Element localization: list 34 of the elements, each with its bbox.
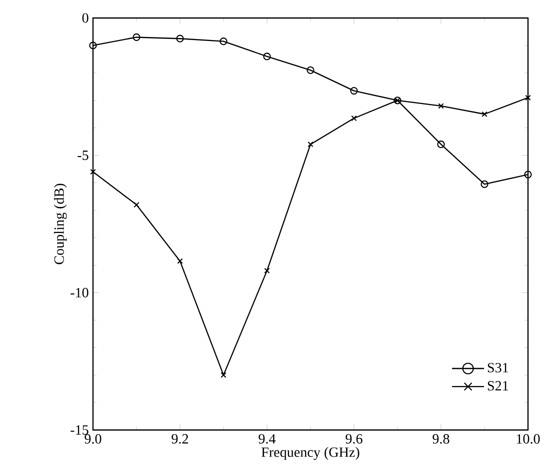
- point: [263, 52, 271, 60]
- y-tick-label: -10: [70, 288, 88, 298]
- point: [438, 103, 444, 109]
- x-tick-label: 9.8: [432, 434, 450, 444]
- y-tick-label: 0: [82, 13, 88, 23]
- y-tick-label: -5: [78, 150, 88, 160]
- x-axis-title: Frequency (GHz): [262, 447, 360, 460]
- legend-label: S21: [488, 381, 508, 390]
- point: [177, 258, 183, 264]
- x-tick-label: 9.6: [346, 434, 362, 444]
- point: [525, 94, 531, 101]
- point: [132, 33, 140, 42]
- point: [308, 142, 314, 148]
- point: [351, 115, 357, 122]
- y-tick-label: -15: [70, 425, 88, 435]
- y-axis-title: Coupling (dB): [54, 184, 67, 264]
- x-tick-label: 9.0: [84, 434, 102, 444]
- point: [437, 140, 445, 148]
- point: [134, 202, 140, 208]
- x-tick-label: 9.2: [172, 434, 188, 444]
- point: [89, 42, 97, 50]
- point: [90, 168, 96, 175]
- point: [524, 170, 532, 178]
- legend-label: S31: [488, 362, 508, 372]
- point: [220, 38, 228, 46]
- point: [264, 268, 270, 274]
- point: [176, 34, 184, 42]
- x-tick-label: 9.4: [258, 434, 276, 444]
- point: [480, 180, 488, 188]
- point: [350, 86, 358, 95]
- point: [306, 66, 314, 74]
- x-tick-label: 10.0: [516, 434, 540, 444]
- point: [220, 372, 226, 378]
- point: [482, 111, 488, 117]
